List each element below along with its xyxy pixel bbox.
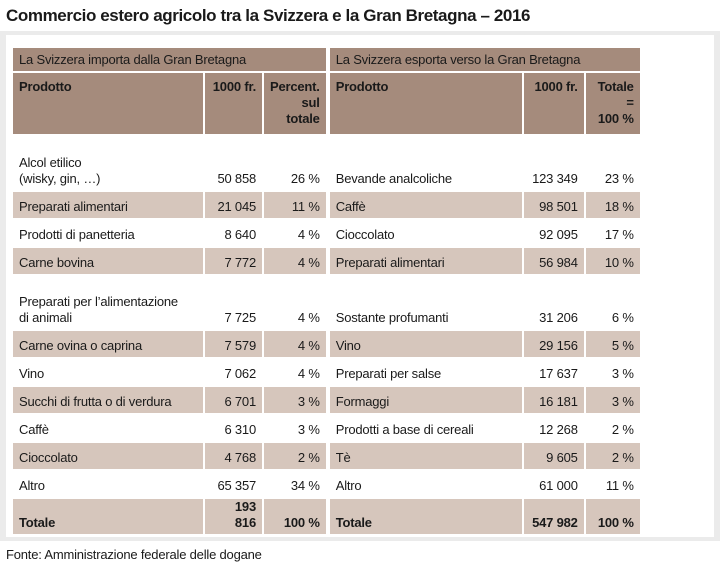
- percent-cell: 34 %: [290, 478, 320, 493]
- table-row: Preparati per l’alimentazione di animali…: [13, 276, 640, 329]
- percent-cell: 4 %: [297, 366, 320, 381]
- product-cell: Preparati per l’alimentazione di animali: [19, 294, 178, 325]
- product-cell: Vino: [329, 331, 522, 357]
- product-cell: Prodotto: [13, 73, 203, 134]
- value-cell: 61 000: [539, 478, 578, 493]
- percent-cell: 3 %: [264, 387, 326, 413]
- table-row: Cioccolato 4 768 2 % Tè 9 605 2 %: [13, 443, 640, 469]
- value-cell: 547 982: [523, 499, 584, 534]
- value-cell: 16 181: [523, 387, 584, 413]
- table-frame: La Svizzera importa dalla Gran Bretagna …: [0, 31, 720, 541]
- percent-cell: 6 %: [611, 310, 634, 325]
- import-group-header: La Svizzera importa dalla Gran Bretagna: [13, 48, 326, 71]
- percent-cell: 4 %: [264, 248, 326, 274]
- value-cell: 1000 fr.: [523, 73, 584, 134]
- product-cell: Vino: [19, 366, 44, 381]
- percent-cell: 18 %: [585, 192, 640, 218]
- product-cell: Caffè: [19, 422, 49, 437]
- page-title: Commercio estero agricolo tra la Svizzer…: [6, 6, 531, 25]
- value-cell: 6 701: [205, 387, 262, 413]
- value-cell: 31 206: [539, 310, 578, 325]
- product-cell: Carne ovina o caprina: [13, 331, 203, 357]
- value-cell: 123 349: [532, 171, 578, 186]
- percent-cell: 3 %: [297, 422, 320, 437]
- table-row: Preparati alimentari 21 045 11 % Caffè 98 50…: [13, 192, 640, 218]
- product-cell: Succhi di frutta o di verdura: [13, 387, 203, 413]
- source-note: Fonte: Amministrazione federale delle do…: [6, 547, 262, 562]
- percent-cell: 10 %: [585, 248, 640, 274]
- table-panel: La Svizzera importa dalla Gran Bretagna …: [6, 35, 714, 537]
- value-cell: 9 605: [523, 443, 584, 469]
- total-row: Totale 193 816 100 % Totale 547 982 100 %: [13, 499, 640, 534]
- value-cell: 21 045: [205, 192, 262, 218]
- percent-cell: 3 %: [585, 387, 640, 413]
- export-group-header: La Svizzera esporta verso la Gran Bretag…: [329, 48, 640, 71]
- value-cell: 4 768: [205, 443, 262, 469]
- column-header-row: Prodotto 1000 fr. Percent. sul totale Prodo…: [13, 73, 640, 134]
- value-cell: 7 062: [224, 366, 256, 381]
- product-cell: Preparati alimentari: [13, 192, 203, 218]
- product-cell: Carne bovina: [13, 248, 203, 274]
- table-row: Altro 65 357 34 % Altro 61 000 11 %: [13, 471, 640, 497]
- table-row: Carne bovina 7 772 4 % Preparati alimentari…: [13, 248, 640, 274]
- product-cell: Totale: [13, 499, 203, 534]
- value-cell: 98 501: [523, 192, 584, 218]
- percent-cell: 3 %: [611, 366, 634, 381]
- trade-table: La Svizzera importa dalla Gran Bretagna …: [11, 46, 642, 536]
- product-cell: Caffè: [329, 192, 522, 218]
- percent-cell: 11 %: [264, 192, 326, 218]
- percent-cell: 100 %: [585, 499, 640, 534]
- product-cell: Tè: [329, 443, 522, 469]
- percent-cell: 5 %: [585, 331, 640, 357]
- value-cell: 7 772: [205, 248, 262, 274]
- value-cell: 50 858: [217, 171, 256, 186]
- product-cell: Altro: [19, 478, 45, 493]
- product-cell: Prodotti a base di cereali: [335, 422, 474, 437]
- product-cell: Totale: [329, 499, 522, 534]
- product-cell: Sostante profumanti: [335, 310, 449, 325]
- product-cell: Cioccolato: [335, 227, 395, 242]
- table-row: Succhi di frutta o di verdura 6 701 3 % For…: [13, 387, 640, 413]
- percent-cell: 11 %: [605, 478, 634, 493]
- percent-cell: 17 %: [604, 227, 634, 242]
- value-cell: 193 816: [205, 499, 262, 534]
- table-row: Prodotti di panetteria 8 640 4 % Cioccolato…: [13, 220, 640, 246]
- table-row: Caffè 6 310 3 % Prodotti a base di cereali 1…: [13, 415, 640, 441]
- product-cell: Alcol etilico (wisky, gin, …): [19, 155, 101, 186]
- percent-cell: 26 %: [290, 171, 320, 186]
- value-cell: 92 095: [539, 227, 578, 242]
- value-cell: 1000 fr.: [205, 73, 262, 134]
- percent-cell: Percent. sul totale: [264, 73, 326, 134]
- table-row: Carne ovina o caprina 7 579 4 % Vino 29 156 5…: [13, 331, 640, 357]
- product-cell: Prodotti di panetteria: [19, 227, 135, 242]
- percent-cell: 100 %: [264, 499, 326, 534]
- percent-cell: 4 %: [297, 310, 320, 325]
- percent-cell: 23 %: [604, 171, 634, 186]
- value-cell: 29 156: [523, 331, 584, 357]
- table-row: Alcol etilico (wisky, gin, …) 50 858 26 % B…: [13, 136, 640, 190]
- product-cell: Prodotto: [329, 73, 522, 134]
- product-cell: Preparati per salse: [335, 366, 442, 381]
- value-cell: 7 579: [205, 331, 262, 357]
- product-cell: Bevande analcoliche: [335, 171, 452, 186]
- value-cell: 12 268: [539, 422, 578, 437]
- group-header-row: La Svizzera importa dalla Gran Bretagna …: [13, 48, 640, 71]
- percent-cell: Totale = 100 %: [585, 73, 640, 134]
- table-row: Vino 7 062 4 % Preparati per salse 17 637 3 %: [13, 359, 640, 385]
- product-cell: Formaggi: [329, 387, 522, 413]
- percent-cell: 2 %: [611, 422, 634, 437]
- value-cell: 7 725: [224, 310, 256, 325]
- percent-cell: 4 %: [264, 331, 326, 357]
- percent-cell: 2 %: [264, 443, 326, 469]
- value-cell: 8 640: [224, 227, 256, 242]
- value-cell: 56 984: [523, 248, 584, 274]
- percent-cell: 4 %: [297, 227, 320, 242]
- value-cell: 6 310: [224, 422, 256, 437]
- product-cell: Preparati alimentari: [329, 248, 522, 274]
- percent-cell: 2 %: [585, 443, 640, 469]
- product-cell: Cioccolato: [13, 443, 203, 469]
- value-cell: 65 357: [217, 478, 256, 493]
- value-cell: 17 637: [539, 366, 578, 381]
- product-cell: Altro: [335, 478, 362, 493]
